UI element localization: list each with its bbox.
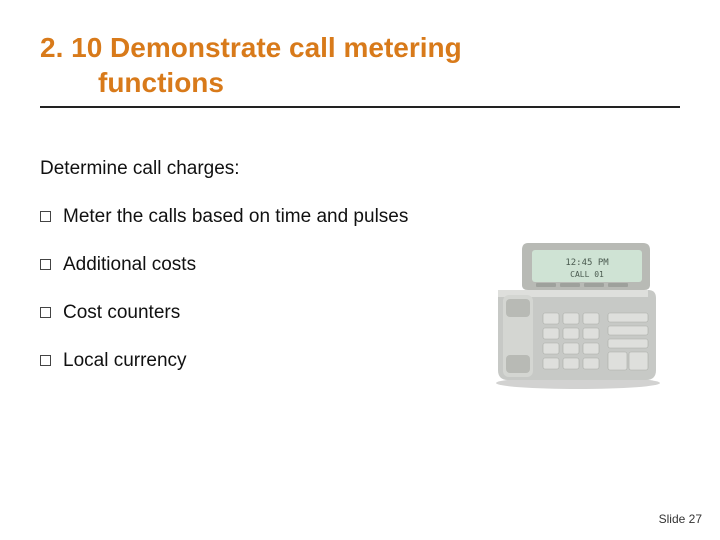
svg-text:CALL 01: CALL 01 [570,270,604,279]
list-item-text: Meter the calls based on time and pulses [63,206,408,228]
list-item: Meter the calls based on time and pulses [40,206,680,228]
slide-title: 2. 10 Demonstrate call metering function… [40,30,680,108]
list-item-text: Additional costs [63,254,196,276]
list-item-text: Local currency [63,350,187,372]
title-line-1: 2. 10 Demonstrate call metering [40,32,462,63]
title-line-2: functions [40,65,680,100]
svg-text:12:45 PM: 12:45 PM [565,258,609,268]
square-bullet-icon [40,355,51,366]
square-bullet-icon [40,307,51,318]
phone-image: 12:45 PM CALL 01 [478,235,668,390]
list-item-text: Cost counters [63,302,180,324]
square-bullet-icon [40,259,51,270]
slide: 2. 10 Demonstrate call metering function… [0,0,720,540]
subheading: Determine call charges: [40,158,680,180]
square-bullet-icon [40,211,51,222]
slide-number: Slide 27 [659,512,702,526]
